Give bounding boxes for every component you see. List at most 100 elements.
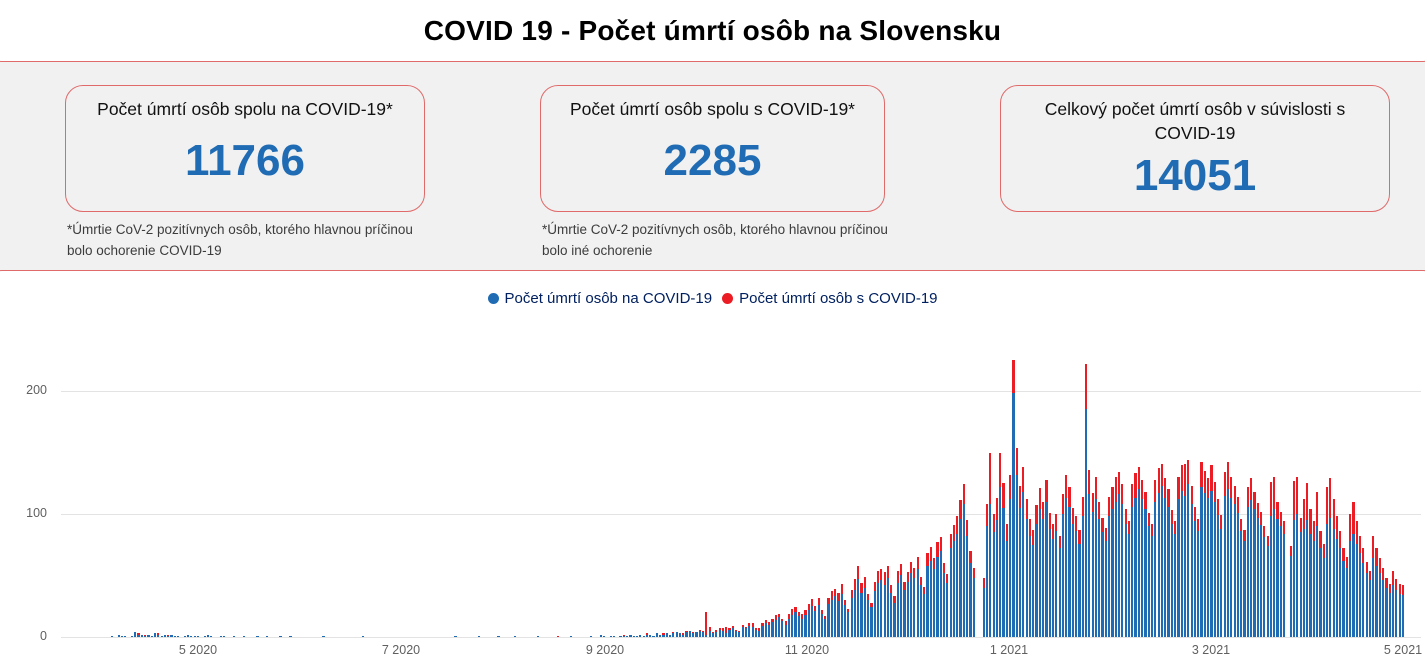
bar[interactable] [771,618,774,637]
bar[interactable] [715,629,718,637]
bar[interactable] [1312,521,1315,637]
bar[interactable] [1127,521,1131,637]
bar[interactable] [1250,478,1253,637]
bar[interactable] [1306,483,1309,637]
bar[interactable] [972,568,975,637]
bar[interactable] [1187,459,1190,637]
bar[interactable] [1207,478,1210,637]
bar[interactable] [909,561,913,637]
bar[interactable] [804,609,807,637]
bar[interactable] [1170,510,1173,637]
bar[interactable] [1368,570,1372,637]
bar[interactable] [1200,462,1203,637]
bar[interactable] [903,581,906,637]
bar[interactable] [939,537,942,637]
bar[interactable] [999,452,1002,637]
bar[interactable] [1269,482,1272,637]
bar[interactable] [1137,467,1140,637]
bar[interactable] [1292,480,1296,637]
bar[interactable] [992,514,995,637]
bar[interactable] [1078,529,1081,637]
bar[interactable] [279,635,282,637]
bar[interactable] [956,516,959,637]
bar[interactable] [995,498,998,637]
bar[interactable] [361,635,365,637]
bar[interactable] [147,634,150,637]
bar[interactable] [223,635,226,637]
bar[interactable] [1398,584,1401,637]
bar[interactable] [1349,514,1352,637]
bar[interactable] [1121,484,1124,637]
bar[interactable] [477,635,480,637]
bar[interactable] [639,634,642,637]
bar[interactable] [817,597,820,637]
bar[interactable] [1094,477,1098,637]
bar[interactable] [807,603,810,637]
bar[interactable] [982,577,985,637]
bar[interactable] [873,581,876,637]
bar[interactable] [1203,470,1206,637]
bar[interactable] [1025,499,1028,637]
bar[interactable] [1309,509,1312,637]
bar[interactable] [1352,501,1355,637]
bar[interactable] [794,607,797,637]
bar[interactable] [966,520,969,637]
bar[interactable] [206,634,209,637]
bar[interactable] [1101,517,1104,637]
bar[interactable] [1042,501,1045,637]
bar[interactable] [1051,523,1055,637]
bar[interactable] [711,632,715,637]
bar[interactable] [1141,479,1144,637]
bar[interactable] [1226,462,1230,637]
bar[interactable] [1124,509,1127,637]
bar[interactable] [662,633,665,637]
bar[interactable] [589,635,592,637]
bar[interactable] [685,630,688,637]
bar[interactable] [117,634,120,637]
bar[interactable] [1240,518,1243,637]
bar[interactable] [1147,512,1150,637]
bar[interactable] [1114,477,1117,637]
bar[interactable] [536,635,540,637]
bar[interactable] [1401,585,1405,637]
bar[interactable] [124,635,127,637]
bar[interactable] [916,557,919,637]
bar[interactable] [140,634,143,637]
bar[interactable] [642,635,645,637]
bar[interactable] [1075,516,1078,637]
bar[interactable] [883,571,886,637]
bar[interactable] [1355,521,1358,637]
bar[interactable] [738,630,741,637]
bar[interactable] [1230,477,1233,637]
bar[interactable] [1233,485,1236,637]
bar[interactable] [1131,484,1134,637]
bar[interactable] [1193,506,1197,637]
bar[interactable] [840,584,843,637]
bar[interactable] [1382,568,1385,637]
bar[interactable] [952,525,956,637]
bar[interactable] [1385,577,1388,637]
bar[interactable] [1276,501,1279,637]
bar[interactable] [1111,486,1114,637]
bar[interactable] [569,635,573,637]
bar[interactable] [1332,499,1335,637]
bar[interactable] [701,630,705,637]
bar[interactable] [160,635,163,637]
bar[interactable] [210,635,213,637]
bar[interactable] [626,635,629,637]
bar[interactable] [289,635,292,637]
bar[interactable] [1375,548,1378,637]
bar[interactable] [157,633,160,637]
bar[interactable] [1144,491,1147,637]
bar[interactable] [173,635,176,637]
bar[interactable] [692,632,695,637]
bar[interactable] [1108,496,1111,637]
bar[interactable] [764,619,767,637]
bar[interactable] [768,622,771,637]
bar[interactable] [754,628,757,637]
bar[interactable] [969,550,972,637]
bar[interactable] [906,571,909,637]
bar[interactable] [949,533,952,637]
bar[interactable] [1259,511,1263,637]
bar[interactable] [1035,505,1038,637]
